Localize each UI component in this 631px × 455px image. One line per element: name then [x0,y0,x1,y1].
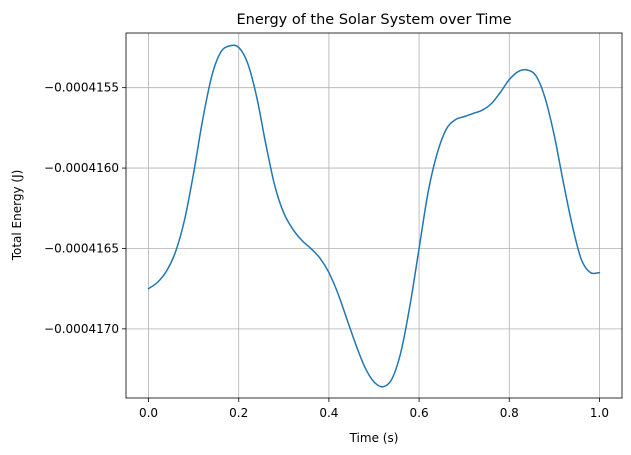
axes-frame [125,32,623,399]
x-tick-label: 0.2 [229,406,248,420]
x-tick-label: 1.0 [590,406,609,420]
chart-title: Energy of the Solar System over Time [236,12,511,28]
x-axis-label: Time (s) [349,431,399,445]
y-tick-label: −0.0004165 [44,241,119,255]
y-tick-label: −0.0004160 [44,161,119,175]
series-layer [147,44,601,388]
energy-series-line [147,44,601,388]
x-tick-label: 0.6 [410,406,429,420]
y-axis: −0.0004155 −0.0004160 −0.0004165 −0.0004170 [44,81,126,336]
x-tick-label: 0.4 [319,406,338,420]
x-tick-label: 0.8 [500,406,519,420]
x-tick-label: 0.0 [139,406,158,420]
y-axis-label: Total Energy (J) [10,170,24,262]
y-tick-label: −0.0004170 [44,322,119,336]
y-tick-label: −0.0004155 [44,81,119,95]
x-axis: 0.0 0.2 0.4 0.6 0.8 1.0 [139,398,609,420]
